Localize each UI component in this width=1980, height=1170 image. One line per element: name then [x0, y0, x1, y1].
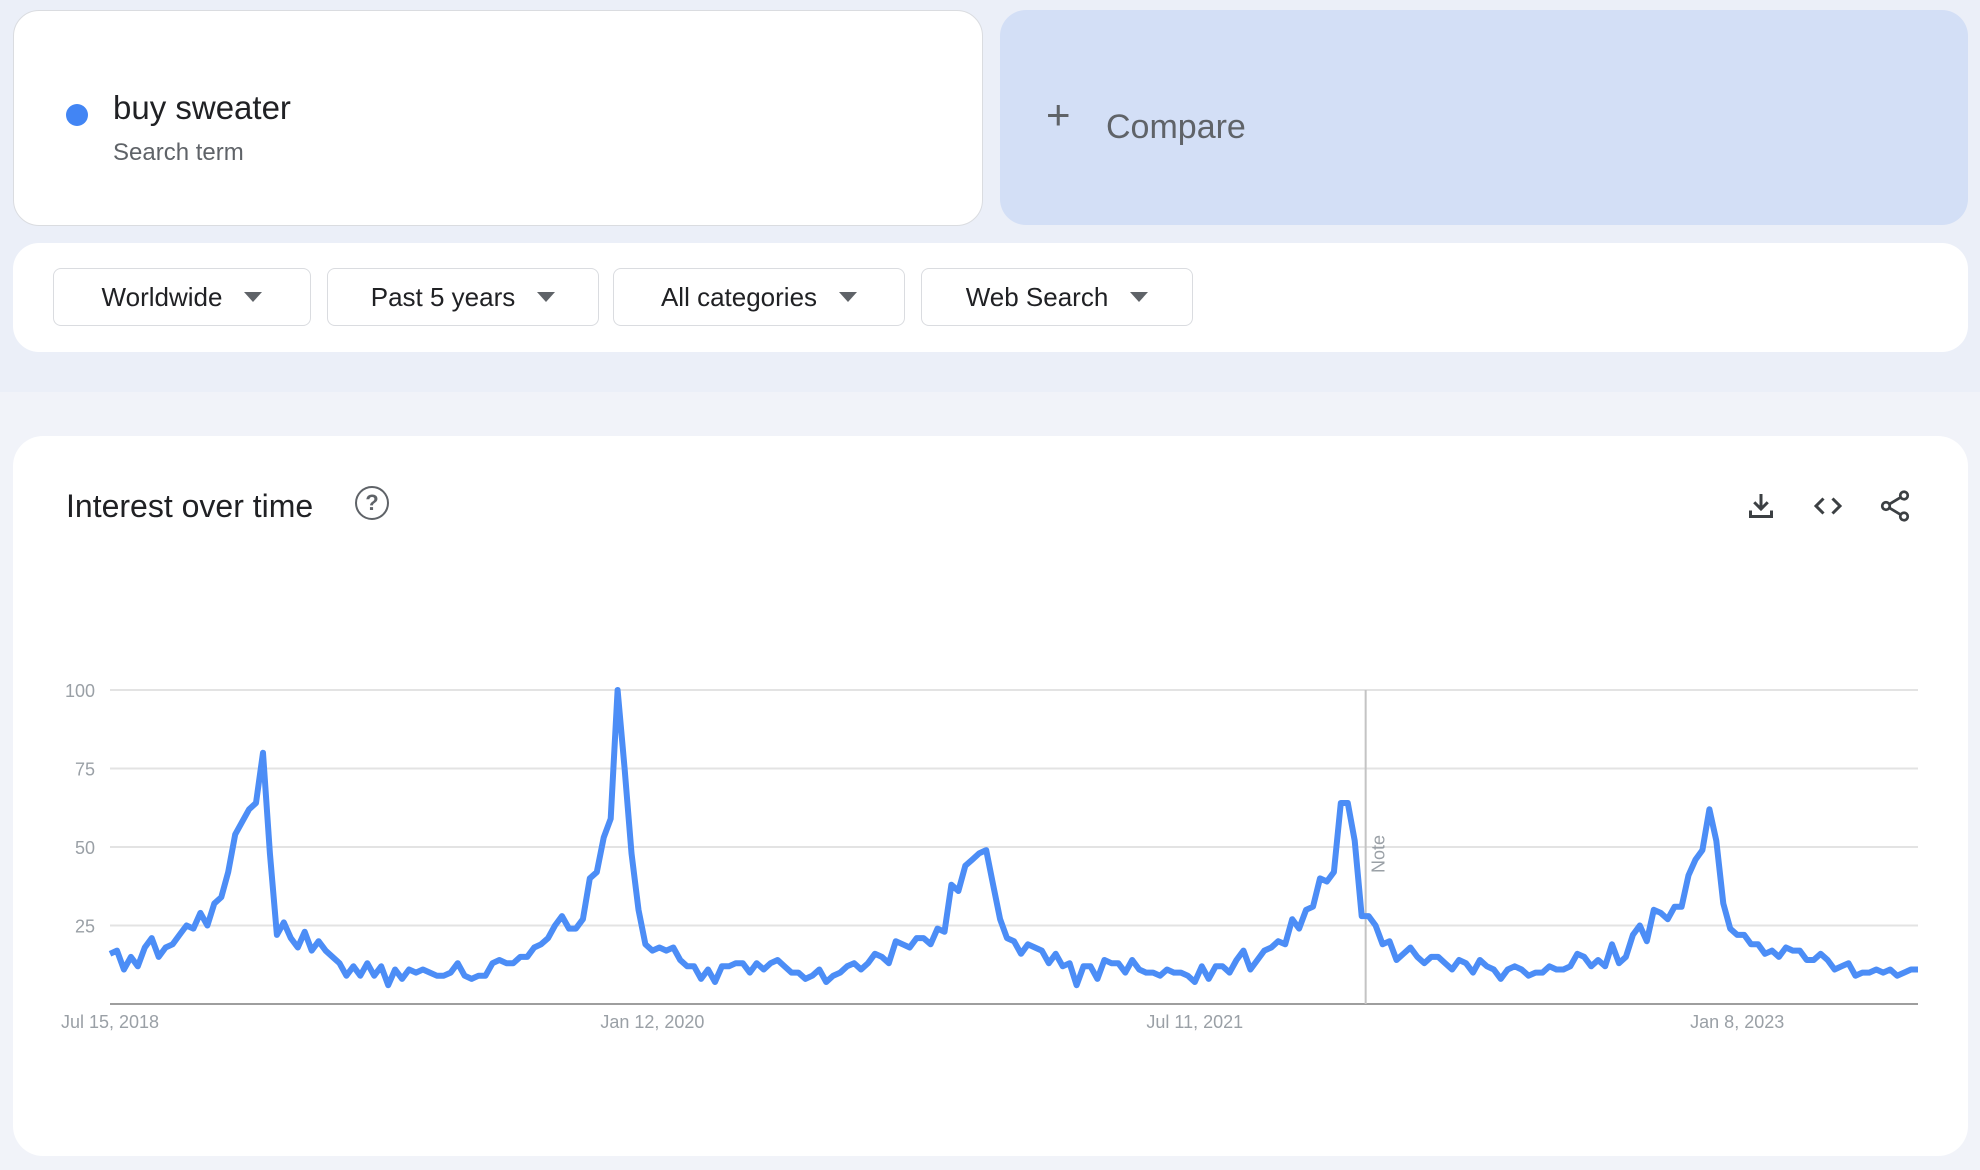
time-range-label: Past 5 years	[370, 281, 516, 312]
series-line-buy-sweater	[108, 687, 1918, 989]
search-term-card[interactable]: buy sweater Search term	[13, 10, 983, 226]
y-tick-label: 100	[65, 681, 95, 701]
y-tick-label: 25	[75, 917, 95, 937]
search-term-type: Search term	[113, 139, 244, 166]
search-type-dropdown[interactable]: Web Search	[921, 268, 1193, 326]
caret-down-icon	[537, 292, 556, 302]
download-icon[interactable]	[1743, 488, 1779, 524]
search-term-name[interactable]: buy sweater	[113, 89, 291, 126]
embed-code-icon[interactable]	[1810, 488, 1846, 524]
series-color-dot	[66, 104, 88, 126]
filter-bar: Worldwide Past 5 years All categories We…	[13, 243, 1968, 352]
interest-over-time-card: Interest over time ?	[13, 436, 1968, 1156]
y-tick-label: 50	[75, 838, 95, 858]
note-label: Note	[1369, 835, 1389, 873]
caret-down-icon	[839, 292, 858, 302]
caret-down-icon	[1130, 292, 1149, 302]
plus-icon: +	[1046, 91, 1071, 138]
x-tick-label: Jan 8, 2023	[1690, 1012, 1784, 1032]
region-label: Worldwide	[101, 281, 223, 312]
compare-label: Compare	[1106, 108, 1246, 146]
time-range-dropdown[interactable]: Past 5 years	[327, 268, 599, 326]
x-tick-label: Jul 11, 2021	[1146, 1012, 1243, 1032]
help-circle-icon[interactable]: ?	[355, 486, 389, 520]
caret-down-icon	[244, 292, 263, 302]
search-type-label: Web Search	[965, 281, 1109, 312]
category-dropdown[interactable]: All categories	[613, 268, 905, 326]
x-tick-label: Jan 12, 2020	[600, 1012, 704, 1032]
share-icon[interactable]	[1877, 488, 1913, 524]
y-tick-label: 75	[75, 760, 95, 780]
x-tick-label: Jul 15, 2018	[61, 1012, 159, 1032]
card-title: Interest over time	[66, 488, 314, 524]
compare-button[interactable]: + Compare	[1000, 10, 1968, 225]
region-dropdown[interactable]: Worldwide	[53, 268, 311, 326]
category-label: All categories	[660, 281, 818, 312]
